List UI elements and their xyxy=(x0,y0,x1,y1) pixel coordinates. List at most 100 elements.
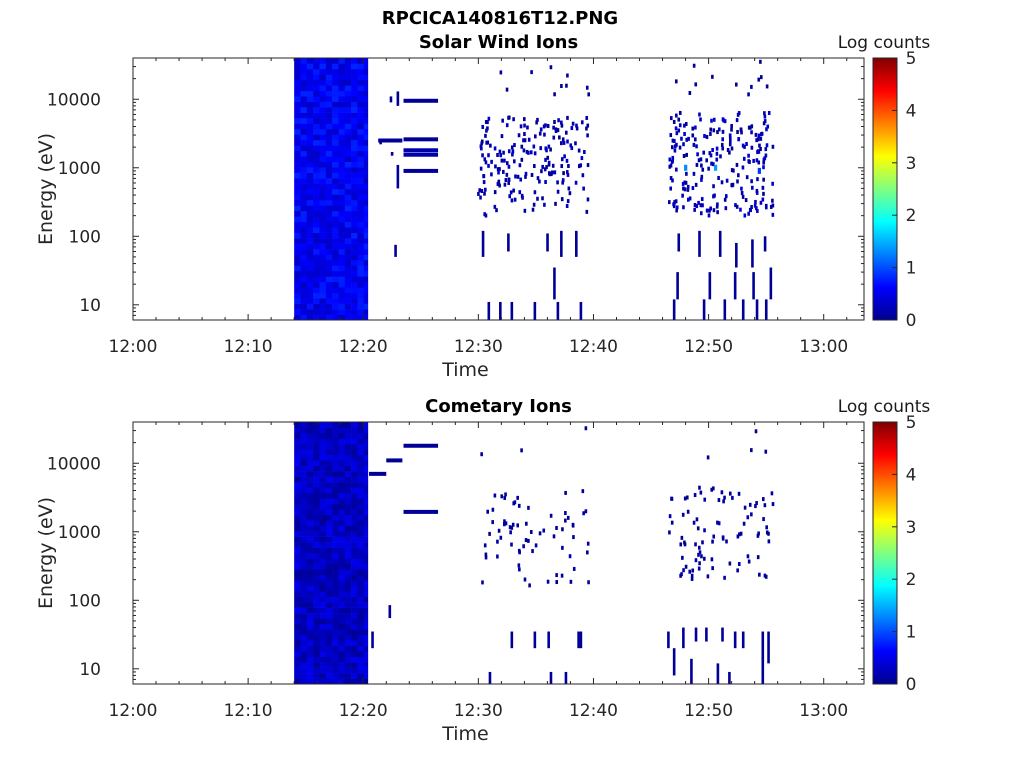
dense-cell xyxy=(344,514,352,521)
dense-cell xyxy=(332,303,339,310)
dense-cell xyxy=(363,498,369,505)
dense-cell xyxy=(357,298,365,304)
dense-cell xyxy=(338,63,346,70)
count-point xyxy=(750,448,753,453)
dense-cell xyxy=(338,150,346,157)
count-point xyxy=(479,144,483,149)
count-point xyxy=(566,172,570,177)
count-point xyxy=(565,158,569,163)
dense-cell xyxy=(357,476,365,483)
count-point xyxy=(495,208,498,213)
dense-cell xyxy=(294,221,301,228)
dense-cell xyxy=(332,189,339,195)
dense-cell xyxy=(338,210,346,217)
y-tick-label: 100 xyxy=(69,227,101,247)
dense-cell xyxy=(338,563,346,570)
count-point xyxy=(747,125,751,130)
dense-cell xyxy=(344,623,352,630)
dense-cell xyxy=(294,514,301,521)
dense-cell xyxy=(338,189,346,195)
dense-cell xyxy=(294,432,301,439)
dense-cell xyxy=(306,139,314,146)
count-point xyxy=(584,426,588,431)
count-point xyxy=(723,119,727,124)
dense-cell xyxy=(300,623,308,630)
dense-cell xyxy=(313,443,320,450)
dense-cell xyxy=(344,607,352,614)
dense-cell xyxy=(294,63,301,70)
dense-cell xyxy=(319,145,327,152)
dense-cell xyxy=(332,569,339,576)
dense-cell xyxy=(363,101,369,108)
dense-cell xyxy=(325,596,333,603)
dense-cell xyxy=(294,178,301,184)
dense-cell xyxy=(332,563,339,570)
count-point xyxy=(524,538,528,543)
dense-cell xyxy=(300,309,308,315)
dense-cell xyxy=(294,498,301,505)
count-point xyxy=(514,174,517,179)
dense-cell xyxy=(300,465,308,472)
count-point xyxy=(756,555,760,560)
count-point xyxy=(507,115,510,120)
dense-cell xyxy=(319,167,327,173)
dense-cell xyxy=(325,216,333,223)
dense-cell xyxy=(306,449,314,456)
dense-cell xyxy=(325,432,333,439)
dense-cell xyxy=(313,210,320,217)
dense-cell xyxy=(332,259,339,266)
dense-cell xyxy=(338,118,346,124)
dense-cell xyxy=(325,634,333,641)
dense-cell xyxy=(300,281,308,288)
dense-cell xyxy=(294,303,301,310)
dense-cell xyxy=(351,547,358,554)
dense-cell xyxy=(351,309,358,315)
dense-cell xyxy=(300,580,308,587)
dense-cell xyxy=(294,613,301,619)
dense-cell xyxy=(351,276,358,283)
count-bar xyxy=(499,301,502,320)
count-point xyxy=(483,157,487,162)
dense-cell xyxy=(319,221,327,228)
count-point xyxy=(520,144,524,149)
dense-cell xyxy=(313,476,320,483)
count-point xyxy=(531,207,535,212)
count-point xyxy=(756,150,759,155)
dense-cell xyxy=(344,183,352,190)
dense-cell xyxy=(357,210,365,217)
dense-cell xyxy=(332,640,339,647)
dense-cell xyxy=(363,309,369,315)
dense-cell xyxy=(313,503,320,510)
count-point xyxy=(544,179,547,184)
dense-cell xyxy=(351,563,358,570)
dense-cell xyxy=(306,96,314,102)
count-point xyxy=(712,128,716,133)
count-point xyxy=(729,139,732,144)
dense-cell xyxy=(344,232,352,239)
count-point xyxy=(715,204,719,209)
dense-cell xyxy=(338,645,346,652)
count-point xyxy=(522,148,526,153)
dense-cell xyxy=(351,199,358,206)
dense-cell xyxy=(344,150,352,157)
dense-cell xyxy=(338,651,346,658)
dense-cell xyxy=(313,553,320,559)
count-bar xyxy=(546,233,549,252)
dense-cell xyxy=(357,454,365,461)
count-point xyxy=(518,190,522,195)
count-highlight xyxy=(713,164,718,171)
dense-cell xyxy=(313,629,320,636)
count-point xyxy=(681,181,685,186)
dense-cell xyxy=(351,482,358,488)
dense-cell xyxy=(338,520,346,527)
count-point xyxy=(517,563,521,568)
count-point xyxy=(723,197,727,202)
count-point xyxy=(759,200,763,205)
count-point xyxy=(755,501,758,506)
dense-cell xyxy=(319,298,327,304)
count-point xyxy=(553,119,556,124)
dense-cell xyxy=(363,449,369,456)
dense-cell xyxy=(306,673,314,679)
count-point xyxy=(668,514,672,519)
count-point xyxy=(741,194,745,199)
